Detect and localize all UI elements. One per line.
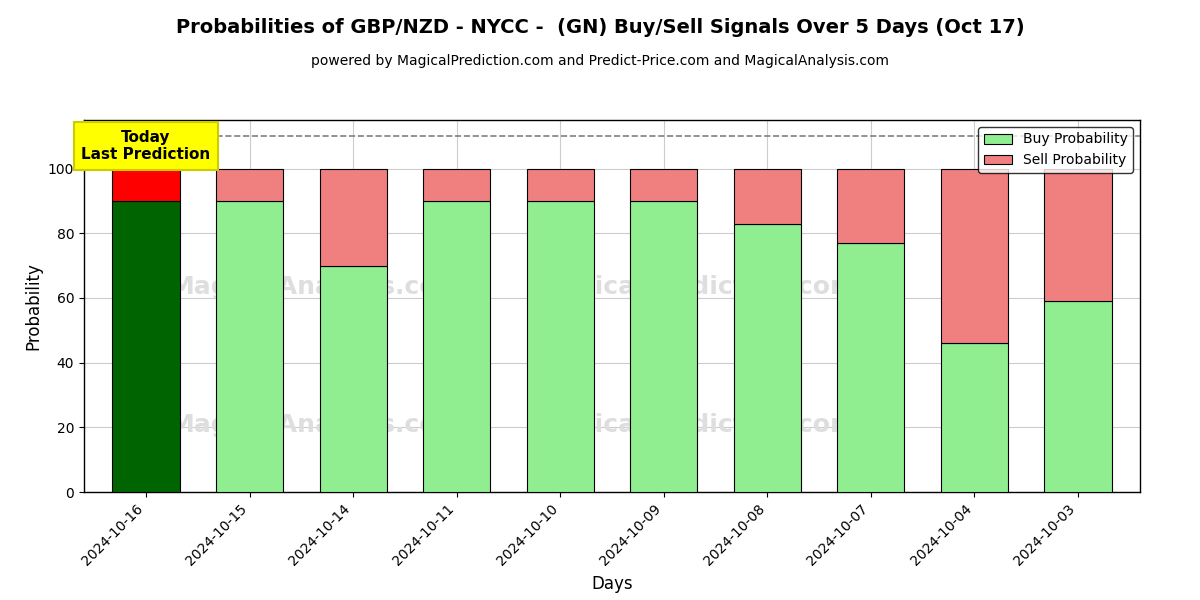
Bar [319, 266, 386, 492]
Bar [424, 201, 491, 492]
X-axis label: Days: Days [592, 575, 632, 593]
Bar [838, 243, 905, 492]
Bar [630, 201, 697, 492]
Bar [319, 169, 386, 266]
Text: MagicalPrediction.com: MagicalPrediction.com [536, 275, 857, 299]
Legend: Buy Probability, Sell Probability: Buy Probability, Sell Probability [978, 127, 1133, 173]
Bar [941, 169, 1008, 343]
Text: MagicalAnalysis.com: MagicalAnalysis.com [169, 275, 463, 299]
Text: Today
Last Prediction: Today Last Prediction [82, 130, 211, 162]
Bar [733, 224, 800, 492]
Text: MagicalAnalysis.com: MagicalAnalysis.com [169, 413, 463, 437]
Bar [216, 169, 283, 201]
Bar [424, 169, 491, 201]
Text: powered by MagicalPrediction.com and Predict-Price.com and MagicalAnalysis.com: powered by MagicalPrediction.com and Pre… [311, 54, 889, 68]
Text: MagicalPrediction.com: MagicalPrediction.com [536, 413, 857, 437]
Y-axis label: Probability: Probability [24, 262, 42, 350]
Bar [113, 169, 180, 201]
Bar [527, 169, 594, 201]
Bar [733, 169, 800, 224]
Bar [527, 201, 594, 492]
Bar [838, 169, 905, 243]
Text: Probabilities of GBP/NZD - NYCC -  (GN) Buy/Sell Signals Over 5 Days (Oct 17): Probabilities of GBP/NZD - NYCC - (GN) B… [175, 18, 1025, 37]
Bar [1044, 301, 1111, 492]
Bar [941, 343, 1008, 492]
Bar [630, 169, 697, 201]
Bar [1044, 169, 1111, 301]
Bar [216, 201, 283, 492]
Bar [113, 201, 180, 492]
